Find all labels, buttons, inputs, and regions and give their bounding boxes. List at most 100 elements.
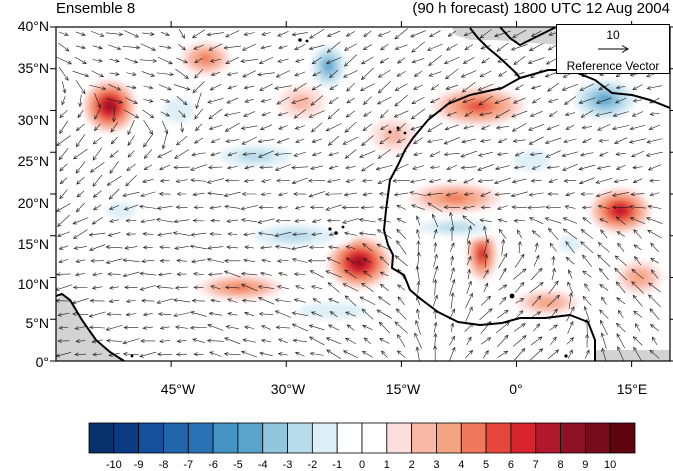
lat-label-35n: 35°N xyxy=(17,60,49,76)
wind-arrow xyxy=(291,245,309,251)
wind-arrow xyxy=(89,298,105,303)
field-blob xyxy=(516,290,578,316)
wind-arrow xyxy=(57,339,70,344)
wind-arrow xyxy=(449,211,455,230)
wind-arrow xyxy=(629,217,646,225)
wind-arrow xyxy=(155,217,174,223)
wind-arrow xyxy=(464,44,473,51)
wind-arrow xyxy=(176,339,187,344)
wind-arrow xyxy=(158,272,172,277)
wind-arrow xyxy=(499,296,507,305)
reference-vector-label: Reference Vector xyxy=(566,59,660,73)
wind-arrow xyxy=(93,123,101,132)
wind-arrow xyxy=(377,69,391,78)
wind-arrow xyxy=(578,177,595,185)
wind-arrow xyxy=(376,309,393,319)
wind-arrow xyxy=(409,178,426,184)
wind-arrow xyxy=(597,242,610,253)
wind-arrow xyxy=(564,96,577,105)
wind-arrow xyxy=(158,84,172,91)
wind-arrow xyxy=(73,148,88,160)
wind-arrow xyxy=(72,70,90,78)
wind-arrow xyxy=(580,152,594,157)
wind-arrow xyxy=(209,84,222,91)
colorbar-label: 6 xyxy=(507,459,514,471)
wind-arrow xyxy=(193,285,204,290)
wind-arrow xyxy=(531,295,542,307)
wind-arrow xyxy=(648,282,661,293)
wind-arrow xyxy=(530,178,542,183)
wind-arrow xyxy=(156,205,173,210)
wind-arrow xyxy=(612,192,630,197)
wind-arrow xyxy=(650,258,659,264)
colorbar-label: 5 xyxy=(483,459,490,471)
land-mask-africa-south xyxy=(595,350,670,361)
wind-arrow xyxy=(561,151,579,158)
wind-arrow xyxy=(377,149,391,159)
field-contour xyxy=(106,102,114,110)
wind-arrow xyxy=(611,125,630,131)
wind-arrow xyxy=(449,278,456,296)
wind-arrow xyxy=(530,30,542,37)
wind-arrow xyxy=(328,97,339,105)
wind-arrow xyxy=(346,324,355,331)
wind-arrow xyxy=(240,350,258,358)
wind-arrow xyxy=(380,124,389,130)
wind-arrow xyxy=(75,80,86,95)
wind-arrow xyxy=(362,270,372,278)
wind-arrow xyxy=(190,164,207,171)
wind-arrow xyxy=(329,69,339,79)
wind-arrow xyxy=(327,108,340,120)
wind-arrow xyxy=(109,161,119,174)
wind-arrow xyxy=(160,111,170,117)
wind-arrow xyxy=(433,321,438,333)
wind-arrow xyxy=(223,111,241,117)
wind-arrow xyxy=(513,56,526,65)
wind-arrow xyxy=(293,109,306,119)
wind-arrow xyxy=(499,267,507,281)
wind-arrow xyxy=(360,205,375,210)
wind-arrow xyxy=(600,332,607,349)
wind-arrow xyxy=(601,347,607,361)
wind-arrow xyxy=(410,30,426,38)
wind-arrow xyxy=(480,337,492,345)
wind-arrow xyxy=(174,246,189,250)
wind-arrow xyxy=(363,30,372,37)
wind-arrow xyxy=(649,192,660,197)
wind-arrow xyxy=(480,191,491,197)
wind-arrow xyxy=(445,68,459,80)
wind-arrow xyxy=(363,337,372,345)
wind-arrow xyxy=(465,292,473,309)
wind-arrow xyxy=(178,29,186,39)
wind-arrow xyxy=(89,244,106,251)
colorbar-swatch xyxy=(411,422,437,454)
wind-arrow xyxy=(449,335,455,346)
wind-arrow xyxy=(295,138,305,143)
wind-arrow xyxy=(91,70,105,78)
wind-arrow xyxy=(92,190,102,198)
wind-arrow xyxy=(568,292,573,309)
wind-arrow xyxy=(344,295,357,307)
wind-arrow xyxy=(511,123,527,132)
wind-arrow xyxy=(327,324,340,331)
wind-arrow xyxy=(292,232,308,237)
wind-arrow xyxy=(108,299,120,304)
wind-arrow xyxy=(157,150,173,158)
wind-arrow xyxy=(295,58,305,63)
wind-arrow xyxy=(172,231,191,236)
wind-arrow xyxy=(450,226,455,241)
wind-arrow xyxy=(414,332,422,349)
wind-arrow xyxy=(92,272,103,277)
wind-arrow xyxy=(631,111,644,117)
wind-arrow xyxy=(344,269,357,279)
wind-arrow xyxy=(443,205,460,210)
wind-arrow xyxy=(159,325,170,330)
wind-arrow xyxy=(293,298,306,303)
wind-arrow xyxy=(127,135,135,146)
colorbar-label: 1 xyxy=(383,459,390,471)
wind-arrow xyxy=(599,284,609,291)
wind-arrow xyxy=(595,191,612,198)
wind-arrow xyxy=(206,32,225,37)
wind-arrow xyxy=(528,123,545,131)
wind-arrow xyxy=(208,43,223,51)
